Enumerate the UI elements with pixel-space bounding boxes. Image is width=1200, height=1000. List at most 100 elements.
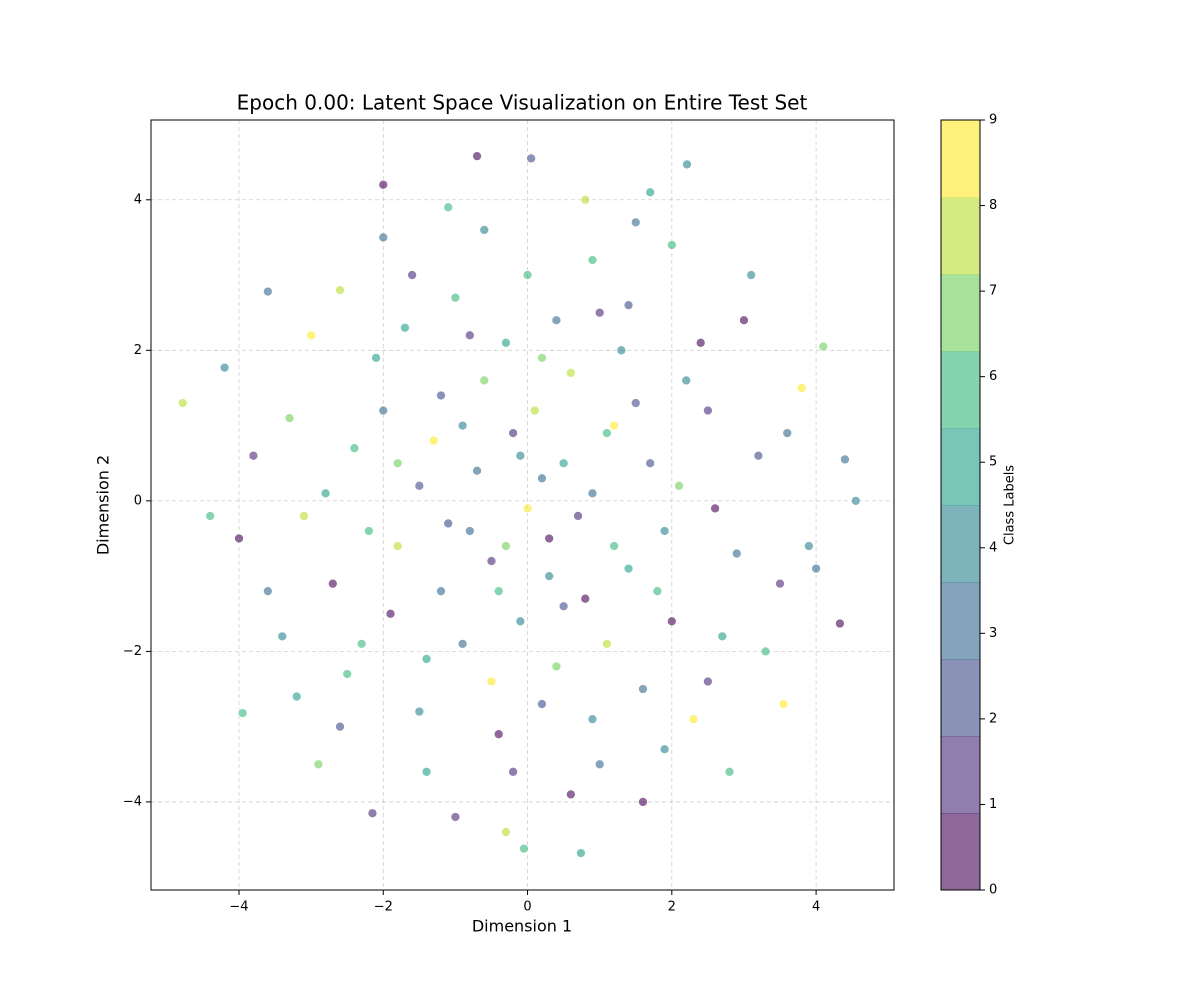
colorbar-tick-label: 8 (989, 198, 997, 213)
scatter-point (811, 563, 821, 574)
scatter-point (616, 345, 627, 356)
scatter-point (428, 435, 439, 446)
scatter-point (587, 255, 598, 265)
scatter-point (674, 480, 684, 491)
scatter-point (796, 383, 807, 393)
scatter-point (630, 217, 641, 228)
scatter-point (493, 586, 504, 597)
y-tick-label: −2 (123, 644, 142, 659)
colorbar-band (941, 659, 980, 737)
scatter-point (594, 759, 605, 770)
scatter-point (392, 458, 403, 469)
scatter-point (529, 405, 540, 416)
scatter-point (580, 194, 591, 205)
scatter-point (682, 159, 692, 170)
colorbar-tick-label: 0 (989, 883, 997, 898)
scatter-point (804, 541, 814, 551)
scatter-point (850, 496, 861, 506)
scatter-point (501, 827, 511, 837)
scatter-point (587, 488, 598, 499)
scatter-point (537, 352, 547, 363)
scatter-point (609, 420, 619, 431)
scatter-point (782, 428, 793, 438)
scatter-point (414, 706, 425, 717)
scatter-point (486, 676, 497, 687)
scatter-point (515, 616, 526, 627)
scatter-point (645, 187, 656, 198)
colorbar-band (941, 505, 980, 583)
chart-title: Epoch 0.00: Latent Space Visualization o… (237, 91, 808, 115)
x-tick-label: 2 (668, 900, 676, 915)
y-tick-label: 2 (134, 343, 142, 358)
scatter-point (335, 285, 345, 295)
colorbar-band (941, 582, 980, 660)
scatter-point (508, 766, 518, 777)
colorbar-band (941, 428, 980, 506)
scatter-point (342, 669, 353, 679)
colorbar-band (941, 120, 980, 198)
scatter-point (407, 270, 417, 280)
scatter-point (501, 541, 511, 551)
scatter-point (306, 330, 316, 341)
scatter-point (385, 608, 396, 619)
y-tick-label: 4 (134, 192, 142, 207)
scatter-point (464, 330, 475, 341)
scatter-point (703, 676, 713, 687)
scatter-point (508, 428, 518, 438)
scatter-point (558, 601, 569, 612)
colorbar-band (941, 736, 980, 814)
scatter-point (576, 848, 586, 858)
scatter-point (778, 699, 789, 709)
scatter-point (486, 556, 497, 566)
scatter-point (248, 450, 259, 461)
scatter-point (177, 398, 188, 408)
scatter-point (205, 511, 216, 521)
x-tick-label: −2 (374, 900, 393, 915)
scatter-point (602, 428, 612, 438)
scatter-point (364, 526, 374, 536)
x-tick-label: 4 (812, 900, 820, 915)
scatter-point (522, 270, 533, 280)
scatter-point (645, 458, 656, 469)
scatter-point (327, 578, 338, 589)
scatter-point (371, 352, 381, 363)
scatter-point (472, 151, 482, 161)
scatter-point (746, 270, 757, 280)
scatter-point (515, 450, 526, 461)
colorbar-tick-label: 1 (989, 797, 997, 812)
scatter-point (703, 405, 713, 416)
scatter-point (666, 616, 677, 627)
scatter-point (537, 473, 547, 484)
scatter-point (522, 503, 533, 514)
colorbar-band (941, 197, 980, 275)
scatter-point (623, 563, 634, 574)
scatter-point (724, 766, 735, 777)
plot-frame (150, 119, 895, 891)
colorbar-tick-label: 9 (989, 113, 997, 128)
colorbar-tick-label: 2 (989, 711, 997, 726)
colorbar-tick-label: 7 (989, 284, 997, 299)
scatter-point (681, 375, 692, 386)
scatter-point (414, 480, 425, 491)
scatter-point (551, 661, 562, 672)
scatter-point (840, 454, 850, 465)
scatter-point (526, 153, 537, 164)
scatter-point (263, 286, 273, 297)
scatter-point (263, 586, 273, 597)
scatter-point (753, 450, 764, 461)
scatter-point (818, 341, 829, 352)
scatter-point (450, 292, 461, 303)
scatter-point (501, 337, 511, 348)
scatter-point (479, 375, 490, 386)
scatter-point (602, 639, 612, 649)
scatter-point (349, 443, 360, 454)
scatter-point (594, 307, 605, 318)
scatter-point (378, 179, 389, 190)
scatter-point (457, 420, 468, 431)
y-tick-label: 0 (134, 493, 142, 508)
scatter-point (760, 646, 771, 657)
scatter-point (580, 593, 591, 604)
scatter-point (291, 691, 302, 702)
scatter-point (688, 714, 699, 724)
